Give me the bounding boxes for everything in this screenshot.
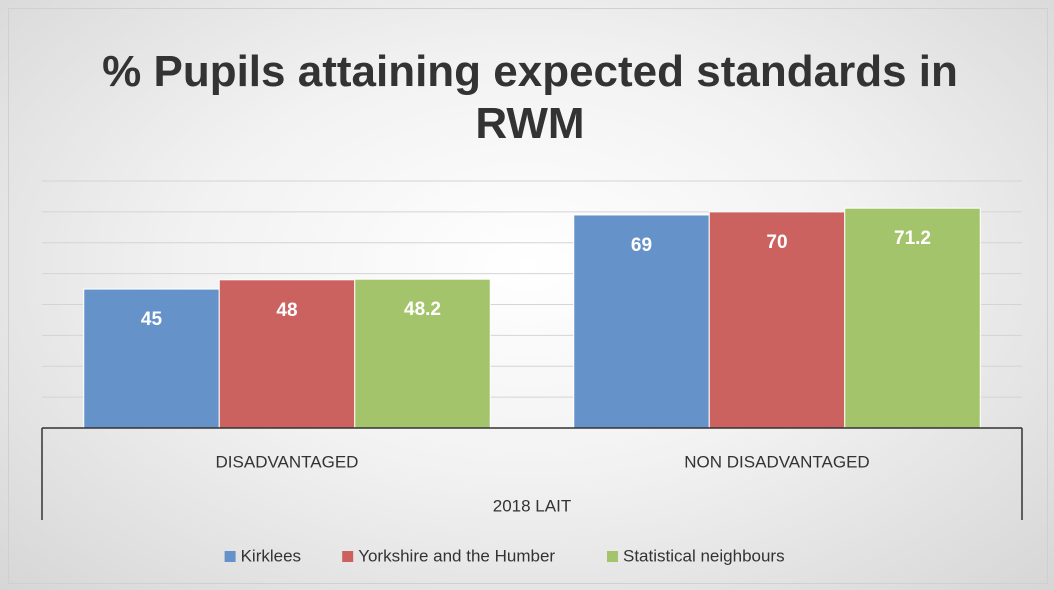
- chart-frame: [8, 8, 1048, 584]
- bar: [218, 279, 356, 429]
- bar: [83, 288, 220, 429]
- x-tick-label: DISADVANTAGED: [216, 452, 359, 471]
- data-label: 45: [141, 309, 163, 330]
- data-label: 69: [631, 235, 652, 256]
- chart-title: % Pupils attaining expected standards in…: [102, 47, 958, 148]
- bar: [354, 278, 491, 429]
- legend-swatch: [607, 551, 618, 562]
- bar: [573, 214, 710, 429]
- legend-swatch: [224, 551, 236, 562]
- bar: [844, 207, 981, 429]
- data-label: 48: [276, 300, 297, 321]
- data-label: 48.2: [404, 299, 441, 320]
- legend-label: Statistical neighbours: [623, 546, 785, 565]
- legend-label: Kirklees: [241, 546, 301, 565]
- legend-label: Yorkshire and the Humber: [358, 546, 555, 565]
- data-label: 71.2: [894, 228, 931, 249]
- x-group-label: 2018 LAIT: [493, 496, 571, 515]
- legend-swatch: [342, 551, 354, 562]
- x-tick-label: NON DISADVANTAGED: [684, 452, 869, 471]
- data-label: 70: [766, 232, 787, 253]
